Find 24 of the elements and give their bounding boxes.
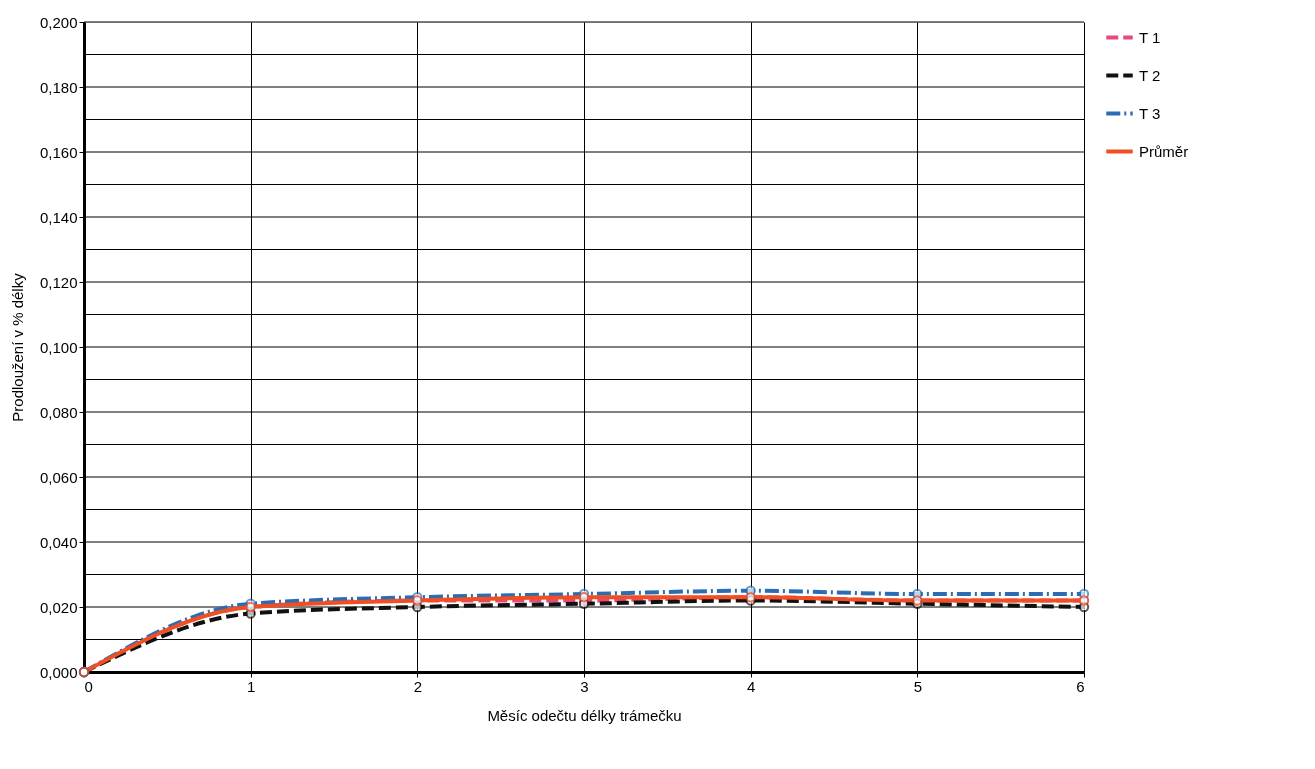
y-tick-label: 0,080 xyxy=(39,403,78,421)
y-tick-label: 0,200 xyxy=(39,13,78,31)
x-tick-label: 4 xyxy=(746,677,756,695)
y-axis-title: Prodloužení v % délky xyxy=(8,272,26,422)
x-tick-label: 2 xyxy=(413,677,423,695)
y-tick-label: 0,040 xyxy=(39,533,78,551)
y-tick-label: 0,180 xyxy=(39,78,78,96)
y-tick-label: 0,140 xyxy=(39,208,78,226)
x-tick-label: 6 xyxy=(1076,677,1085,695)
x-axis-title: Měsíc odečtu délky trámečku xyxy=(487,706,682,724)
x-tick-label: 3 xyxy=(580,677,589,695)
x-tick-label: 5 xyxy=(913,677,923,695)
y-tick-label: 0,060 xyxy=(39,468,78,486)
legend-label: Průměr xyxy=(1139,142,1189,160)
legend-label: T 1 xyxy=(1139,28,1161,46)
x-tick-label: 0 xyxy=(84,677,93,695)
legend-label: T 2 xyxy=(1139,66,1161,84)
y-tick-label: 0,160 xyxy=(39,143,78,161)
y-tick-label: 0,020 xyxy=(39,598,78,616)
y-tick-label: 0,100 xyxy=(39,338,78,356)
y-tick-label: 0,120 xyxy=(39,273,78,291)
legend-label: T 3 xyxy=(1139,104,1161,122)
y-tick-label: 0,000 xyxy=(39,663,78,681)
x-tick-label: 1 xyxy=(246,677,256,695)
